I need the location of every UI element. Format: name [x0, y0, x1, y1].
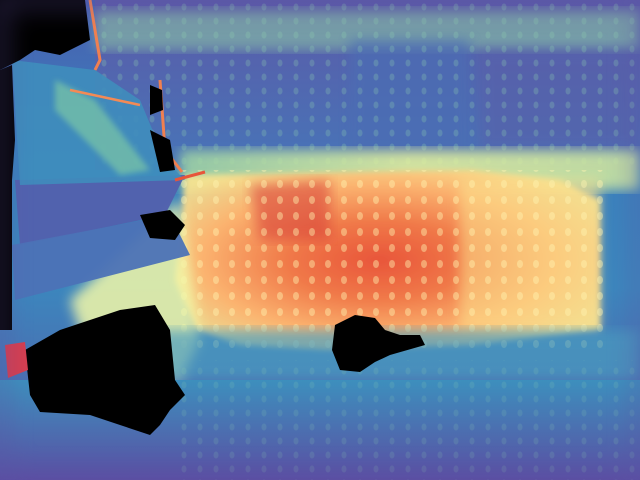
invalid-small-notch — [150, 85, 163, 115]
top-dot-texture — [95, 0, 640, 170]
invalid-top-left — [0, 0, 90, 70]
hot-dot-texture — [180, 170, 610, 350]
invalid-bottom-left-blob — [25, 305, 185, 435]
near-edge-strip — [5, 342, 28, 378]
edge-line-top — [88, 0, 102, 71]
left-wedge-lower — [12, 215, 190, 300]
floor-dot-texture — [180, 360, 640, 480]
invalid-mid-left — [140, 210, 185, 240]
edge-line-corner — [174, 170, 206, 182]
invalid-notch-2 — [150, 130, 175, 172]
edge-line-mid — [69, 88, 141, 107]
left-wedge-upper — [15, 175, 185, 245]
invalid-center-blob — [332, 315, 425, 372]
left-panel-highlight — [55, 80, 150, 175]
